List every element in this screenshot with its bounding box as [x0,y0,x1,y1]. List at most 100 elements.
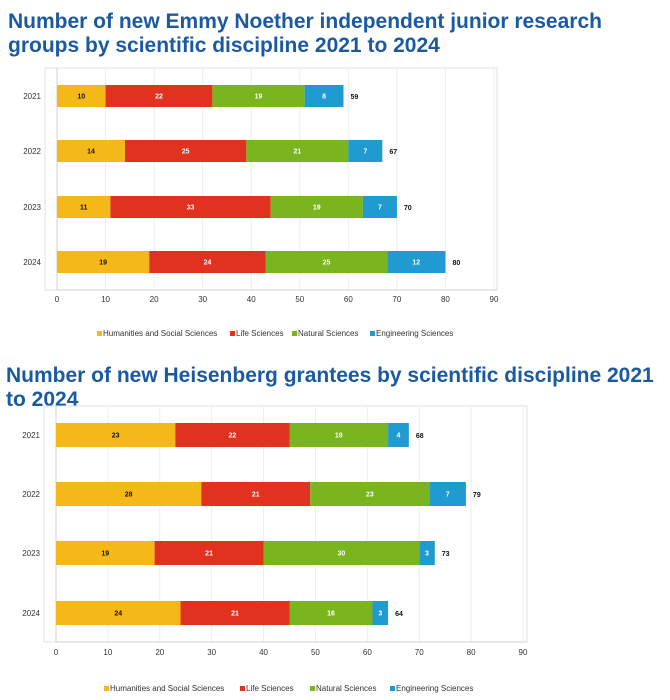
data-label: 23 [112,433,120,440]
data-label: 4 [397,433,401,440]
bar-segment [362,196,397,218]
y-category-label: 2023 [22,549,40,558]
bar-segment [304,85,344,107]
data-label: 24 [204,260,212,267]
bar-segment [263,541,420,565]
data-label: 33 [187,205,195,212]
data-label: 19 [101,551,109,558]
y-category-label: 2024 [23,258,41,267]
x-tick-label: 60 [344,295,353,304]
bar-segment [372,601,389,625]
x-tick-label: 30 [198,295,207,304]
legend-swatch [292,331,297,336]
legend-label: Engineering Sciences [376,329,453,338]
x-tick-label: 60 [363,648,372,657]
bar-segment [57,251,150,273]
x-tick-label: 0 [54,648,59,657]
x-tick-label: 0 [55,295,60,304]
bar-segment [429,482,466,506]
bar-segment [149,251,266,273]
data-label: 7 [446,492,450,499]
legend-label: Natural Sciences [298,329,358,338]
bar-segment [289,423,389,447]
x-tick-label: 50 [295,295,304,304]
total-label: 67 [389,149,397,156]
data-label: 21 [252,492,260,499]
data-label: 10 [77,94,85,101]
bar-segment [246,140,349,162]
data-label: 30 [337,551,345,558]
x-tick-label: 70 [415,648,424,657]
x-tick-label: 20 [155,648,164,657]
legend-swatch [97,331,102,336]
data-label: 3 [378,611,382,618]
legend-swatch [310,686,315,691]
x-tick-label: 80 [441,295,450,304]
bar-segment [265,251,388,273]
data-label: 19 [313,205,321,212]
bar-segment [175,423,290,447]
legend-swatch [240,686,245,691]
total-label: 68 [416,433,424,440]
bar-segment [154,541,264,565]
legend-label: Natural Sciences [316,684,376,693]
x-tick-label: 30 [207,648,216,657]
y-category-label: 2023 [23,203,41,212]
y-category-label: 2022 [22,490,40,499]
data-label: 7 [378,205,382,212]
legend-label: Life Sciences [236,329,284,338]
bar-segment [388,423,409,447]
data-label: 11 [80,205,88,212]
data-label: 21 [205,551,213,558]
bar-segment [110,196,271,218]
x-tick-label: 10 [103,648,112,657]
bar-segment [419,541,435,565]
y-category-label: 2021 [23,92,41,101]
legend-swatch [390,686,395,691]
x-tick-label: 90 [519,648,528,657]
data-label: 21 [231,611,239,618]
x-tick-label: 90 [490,295,499,304]
x-tick-label: 80 [467,648,476,657]
bar-segment [387,251,446,273]
legend-label: Humanities and Social Sciences [110,684,224,693]
data-label: 12 [412,260,420,267]
x-tick-label: 50 [311,648,320,657]
y-category-label: 2021 [22,431,40,440]
x-tick-label: 40 [259,648,268,657]
data-label: 8 [322,94,326,101]
bar-segment [56,541,155,565]
legend-swatch [230,331,235,336]
data-label: 19 [99,260,107,267]
x-tick-label: 10 [101,295,110,304]
bar-segment [57,196,111,218]
data-label: 7 [363,149,367,156]
bar-segment [212,85,305,107]
x-tick-label: 40 [247,295,256,304]
y-category-label: 2022 [23,147,41,156]
bar-segment [270,196,363,218]
data-label: 19 [335,433,343,440]
data-label: 14 [87,149,95,156]
bar-segment [56,601,181,625]
data-label: 22 [155,94,163,101]
legend-label: Engineering Sciences [396,684,473,693]
bar-segment [57,85,106,107]
bar-segment [289,601,373,625]
total-label: 73 [442,551,450,558]
bar-segment [56,423,176,447]
bar-segment [201,482,311,506]
bar-segment [310,482,430,506]
chart-2-title: Number of new Heisenberg grantees by sci… [6,364,654,411]
data-label: 23 [366,492,374,499]
legend-label: Life Sciences [246,684,294,693]
data-label: 16 [327,611,335,618]
bar-segment [180,601,290,625]
total-label: 64 [395,611,403,618]
x-tick-label: 20 [150,295,159,304]
x-tick-label: 70 [392,295,401,304]
total-label: 79 [473,492,481,499]
bar-segment [56,482,202,506]
bar-segment [57,140,125,162]
legend-label: Humanities and Social Sciences [103,329,217,338]
